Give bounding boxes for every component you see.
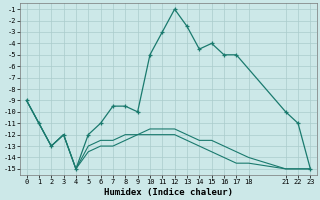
X-axis label: Humidex (Indice chaleur): Humidex (Indice chaleur) (104, 188, 233, 197)
